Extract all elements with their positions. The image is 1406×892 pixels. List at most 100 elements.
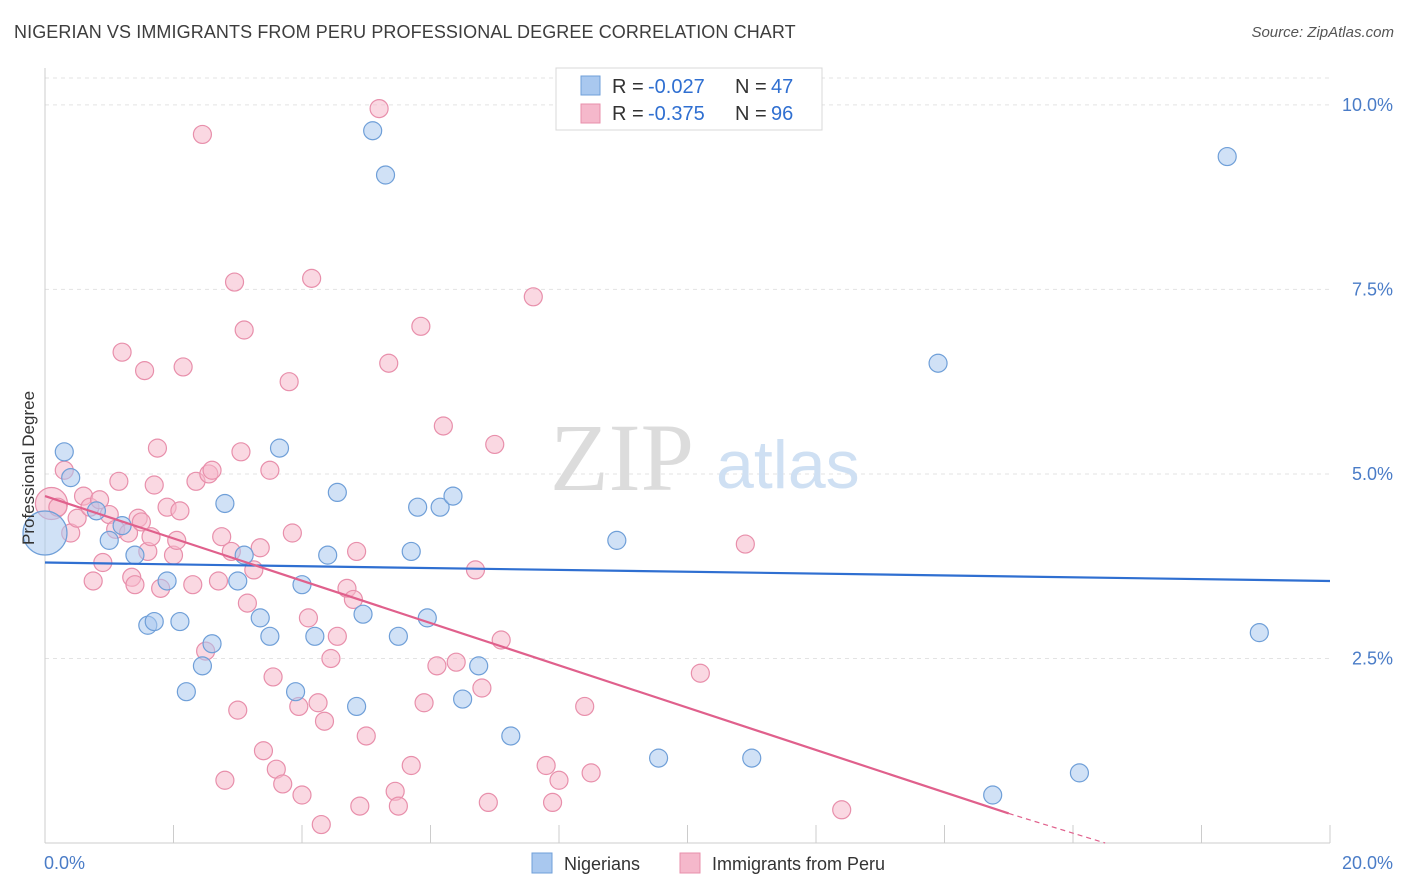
legend-r-label-2: R = xyxy=(612,103,644,125)
point-peru xyxy=(215,770,235,790)
point-peru xyxy=(273,774,293,794)
y-tick-label: 10.0% xyxy=(1342,95,1393,115)
point-peru xyxy=(302,268,322,288)
source-credit: Source: ZipAtlas.com xyxy=(1251,24,1394,41)
point-peru xyxy=(282,523,302,543)
point-peru xyxy=(125,575,145,595)
point-nigerians xyxy=(157,571,177,591)
point-nigerians xyxy=(469,656,489,676)
point-nigerians xyxy=(742,748,762,768)
point-nigerians xyxy=(305,626,325,646)
point-peru xyxy=(433,416,453,436)
stats-legend: R = -0.027 N = 47 R = -0.375 N = 96 xyxy=(555,67,823,131)
point-peru xyxy=(401,755,421,776)
point-peru xyxy=(350,796,370,816)
point-nigerians xyxy=(443,486,463,506)
point-peru xyxy=(83,571,103,591)
point-peru xyxy=(212,527,232,547)
point-peru xyxy=(465,560,486,580)
point-peru xyxy=(183,575,203,595)
point-peru xyxy=(228,700,248,720)
point-peru xyxy=(144,475,164,495)
point-nigerians xyxy=(353,604,373,624)
point-peru xyxy=(224,272,245,292)
point-peru xyxy=(379,353,399,373)
point-peru xyxy=(690,663,710,683)
point-peru xyxy=(112,342,132,362)
point-peru xyxy=(237,593,257,613)
point-peru xyxy=(472,678,492,698)
point-peru xyxy=(832,800,852,820)
point-nigerians xyxy=(176,682,196,702)
point-peru xyxy=(208,571,229,591)
point-nigerians xyxy=(430,497,450,517)
point-nigerians xyxy=(375,165,396,185)
point-nigerians xyxy=(1069,763,1090,783)
point-peru xyxy=(253,741,274,761)
legend-swatch-peru-bottom xyxy=(679,852,701,874)
point-peru xyxy=(192,124,213,145)
point-nigerians xyxy=(61,468,81,488)
point-peru xyxy=(308,693,328,713)
point-peru xyxy=(234,320,254,340)
legend-r-value-2: -0.375 xyxy=(648,103,705,125)
point-nigerians xyxy=(269,438,290,458)
point-nigerians xyxy=(125,545,145,565)
point-nigerians xyxy=(192,656,213,676)
point-peru xyxy=(202,460,222,480)
point-peru xyxy=(343,589,363,610)
legend-swatch-nigerians-bottom xyxy=(531,852,553,874)
point-peru xyxy=(356,726,376,746)
point-peru xyxy=(173,357,193,377)
point-nigerians xyxy=(928,353,948,373)
legend-swatch-peru xyxy=(580,103,601,124)
point-peru xyxy=(250,538,270,558)
point-peru xyxy=(292,785,312,805)
point-peru xyxy=(321,648,341,669)
point-nigerians xyxy=(363,121,383,141)
y-tick-label: 5.0% xyxy=(1352,464,1393,484)
point-nigerians xyxy=(648,748,669,768)
watermark-zip: ZIP xyxy=(550,404,694,511)
point-nigerians xyxy=(215,493,235,514)
point-nigerians xyxy=(983,785,1003,805)
point-peru xyxy=(263,667,283,687)
point-peru xyxy=(147,438,168,458)
point-peru xyxy=(231,442,251,462)
point-peru xyxy=(327,626,347,646)
legend-label-nigerians: Nigerians xyxy=(564,854,640,874)
data-points xyxy=(22,98,1269,835)
point-peru xyxy=(523,287,543,307)
point-peru xyxy=(109,471,129,491)
point-nigerians xyxy=(99,530,119,550)
point-nigerians xyxy=(401,541,421,562)
axes: 2.5% 5.0% 7.5% 10.0% 0.0% 20.0% xyxy=(44,68,1393,873)
point-nigerians xyxy=(501,726,521,746)
point-peru xyxy=(411,316,431,336)
legend-r-label-1: R = xyxy=(612,76,644,98)
legend-n-value-1: 47 xyxy=(771,76,793,98)
point-peru xyxy=(369,98,389,119)
point-peru xyxy=(347,541,367,562)
point-nigerians xyxy=(228,571,248,591)
point-peru xyxy=(260,460,280,480)
legend-label-peru: Immigrants from Peru xyxy=(712,854,885,874)
point-peru xyxy=(575,696,595,717)
legend-n-label-1: N = xyxy=(735,76,767,98)
point-nigerians xyxy=(144,611,164,632)
point-peru xyxy=(311,814,331,835)
point-nigerians xyxy=(453,689,473,709)
trend-lines xyxy=(44,495,1331,844)
point-peru xyxy=(536,755,556,776)
point-nigerians xyxy=(607,530,627,550)
point-peru xyxy=(549,770,569,790)
y-tick-label: 7.5% xyxy=(1352,279,1393,299)
point-nigerians xyxy=(22,510,68,556)
point-nigerians xyxy=(347,696,367,717)
point-nigerians xyxy=(318,545,338,565)
series-legend: Nigerians Immigrants from Peru xyxy=(531,852,885,874)
point-peru xyxy=(446,652,466,672)
point-peru xyxy=(414,693,434,713)
point-peru xyxy=(170,501,190,521)
